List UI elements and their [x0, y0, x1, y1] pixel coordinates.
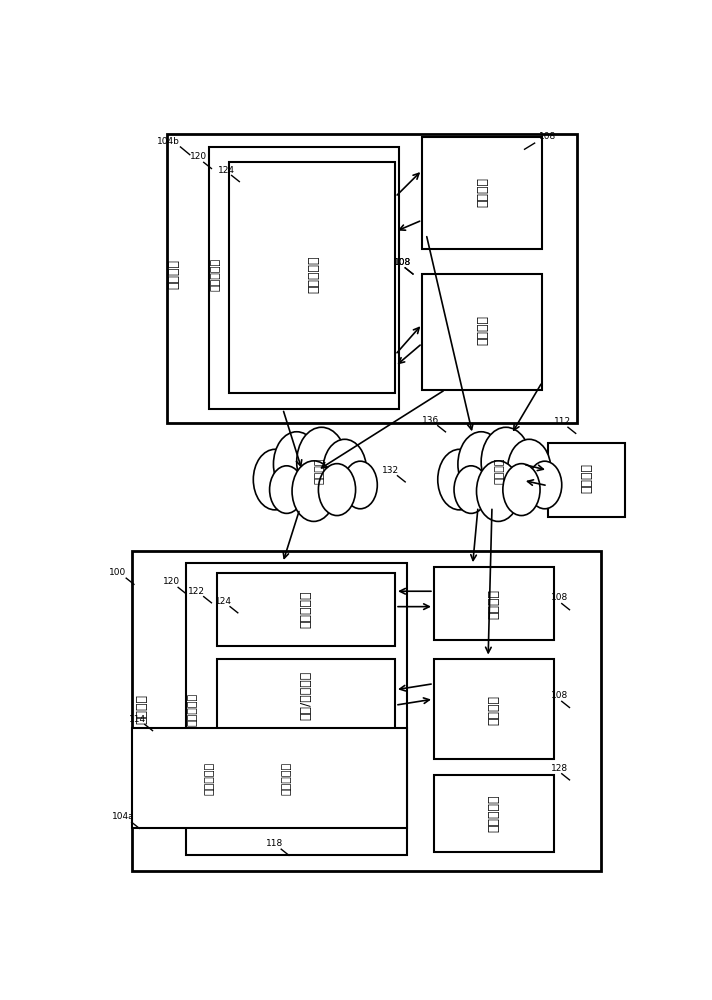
Circle shape [476, 461, 520, 521]
Circle shape [454, 466, 488, 513]
FancyBboxPatch shape [548, 443, 625, 517]
FancyBboxPatch shape [167, 134, 577, 423]
Text: 企业空间: 企业空间 [135, 694, 148, 724]
Text: 124: 124 [218, 166, 235, 175]
Text: 108: 108 [551, 691, 568, 700]
Text: 通信服务器: 通信服务器 [210, 257, 220, 291]
Text: 132: 132 [382, 466, 399, 475]
Text: 108: 108 [394, 258, 411, 267]
Text: 通信装置: 通信装置 [581, 463, 594, 493]
Text: 120: 120 [190, 152, 207, 161]
Circle shape [508, 439, 551, 500]
Circle shape [528, 461, 562, 509]
Circle shape [273, 432, 320, 497]
Circle shape [438, 449, 481, 510]
Text: 120: 120 [162, 578, 179, 586]
FancyBboxPatch shape [132, 728, 407, 828]
FancyBboxPatch shape [422, 137, 543, 249]
FancyBboxPatch shape [186, 563, 407, 855]
Circle shape [292, 461, 335, 521]
Text: 通信装置: 通信装置 [476, 315, 489, 345]
Text: 序列化应用: 序列化应用 [308, 255, 320, 293]
Text: 108: 108 [394, 258, 411, 267]
Text: 通信网络: 通信网络 [495, 457, 505, 484]
Text: 128: 128 [551, 764, 568, 773]
Text: 122: 122 [188, 587, 205, 596]
Text: 序列化应用: 序列化应用 [300, 591, 313, 628]
Circle shape [458, 432, 504, 497]
Text: 108: 108 [551, 593, 568, 602]
Text: 104b: 104b [157, 137, 180, 146]
Circle shape [297, 427, 346, 496]
Text: 通信管理器: 通信管理器 [204, 762, 214, 795]
Text: 企业空间: 企业空间 [168, 259, 181, 289]
FancyBboxPatch shape [434, 567, 554, 640]
FancyBboxPatch shape [434, 774, 554, 851]
FancyBboxPatch shape [217, 659, 395, 732]
Circle shape [318, 464, 355, 516]
Text: 会话管理器: 会话管理器 [282, 762, 292, 795]
Text: 112: 112 [554, 417, 571, 426]
Circle shape [323, 439, 367, 500]
Circle shape [253, 449, 297, 510]
Text: 136: 136 [422, 416, 439, 425]
Circle shape [481, 427, 530, 496]
Text: 应用服务器: 应用服务器 [488, 794, 501, 832]
Text: 通信装置: 通信装置 [488, 589, 501, 619]
FancyBboxPatch shape [434, 659, 554, 759]
Text: 通信装置: 通信装置 [488, 695, 501, 725]
Text: 通信网络: 通信网络 [315, 457, 325, 484]
FancyBboxPatch shape [217, 573, 395, 646]
Circle shape [343, 461, 377, 509]
Text: 入口/出口模块: 入口/出口模块 [300, 671, 313, 720]
Text: 118: 118 [266, 839, 283, 848]
Circle shape [503, 464, 540, 516]
Text: 124: 124 [214, 597, 231, 606]
Text: 114: 114 [130, 715, 147, 724]
Text: 通信服务器: 通信服务器 [187, 692, 197, 726]
FancyBboxPatch shape [132, 551, 600, 871]
FancyBboxPatch shape [209, 147, 399, 409]
Text: 108: 108 [538, 132, 556, 141]
FancyBboxPatch shape [229, 162, 395, 393]
Text: 100: 100 [109, 568, 127, 577]
Text: 104a: 104a [112, 812, 135, 821]
FancyBboxPatch shape [422, 274, 543, 389]
Text: 通信装置: 通信装置 [476, 177, 489, 207]
Circle shape [270, 466, 304, 513]
